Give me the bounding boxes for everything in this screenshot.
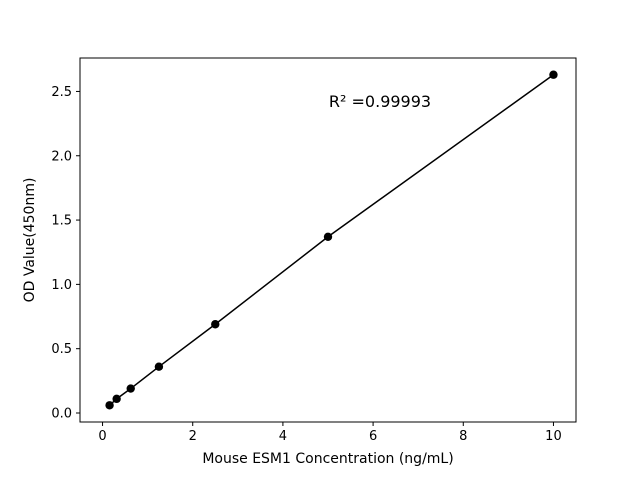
y-tick-label: 2.0 bbox=[51, 149, 72, 164]
x-tick-label: 4 bbox=[279, 429, 287, 444]
y-tick-label: 1.5 bbox=[51, 214, 72, 229]
r-squared-annotation: R² =0.99993 bbox=[329, 92, 431, 111]
data-point bbox=[549, 70, 558, 79]
y-tick-label: 2.5 bbox=[51, 85, 72, 100]
y-axis-label: OD Value(450nm) bbox=[22, 178, 38, 303]
x-axis-label: Mouse ESM1 Concentration (ng/mL) bbox=[202, 451, 453, 467]
x-tick-label: 10 bbox=[545, 429, 562, 444]
x-tick-label: 8 bbox=[459, 429, 467, 444]
x-tick-label: 0 bbox=[98, 429, 106, 444]
y-tick-label: 0.0 bbox=[51, 406, 72, 421]
data-point bbox=[105, 401, 114, 410]
y-tick-label: 0.5 bbox=[51, 342, 72, 357]
x-tick-label: 6 bbox=[369, 429, 377, 444]
y-tick-label: 1.0 bbox=[51, 278, 72, 293]
data-point bbox=[112, 394, 121, 404]
data-point bbox=[323, 232, 333, 241]
data-point bbox=[126, 384, 135, 393]
data-point bbox=[154, 362, 164, 371]
data-point bbox=[211, 320, 220, 329]
x-tick-label: 2 bbox=[189, 429, 197, 444]
